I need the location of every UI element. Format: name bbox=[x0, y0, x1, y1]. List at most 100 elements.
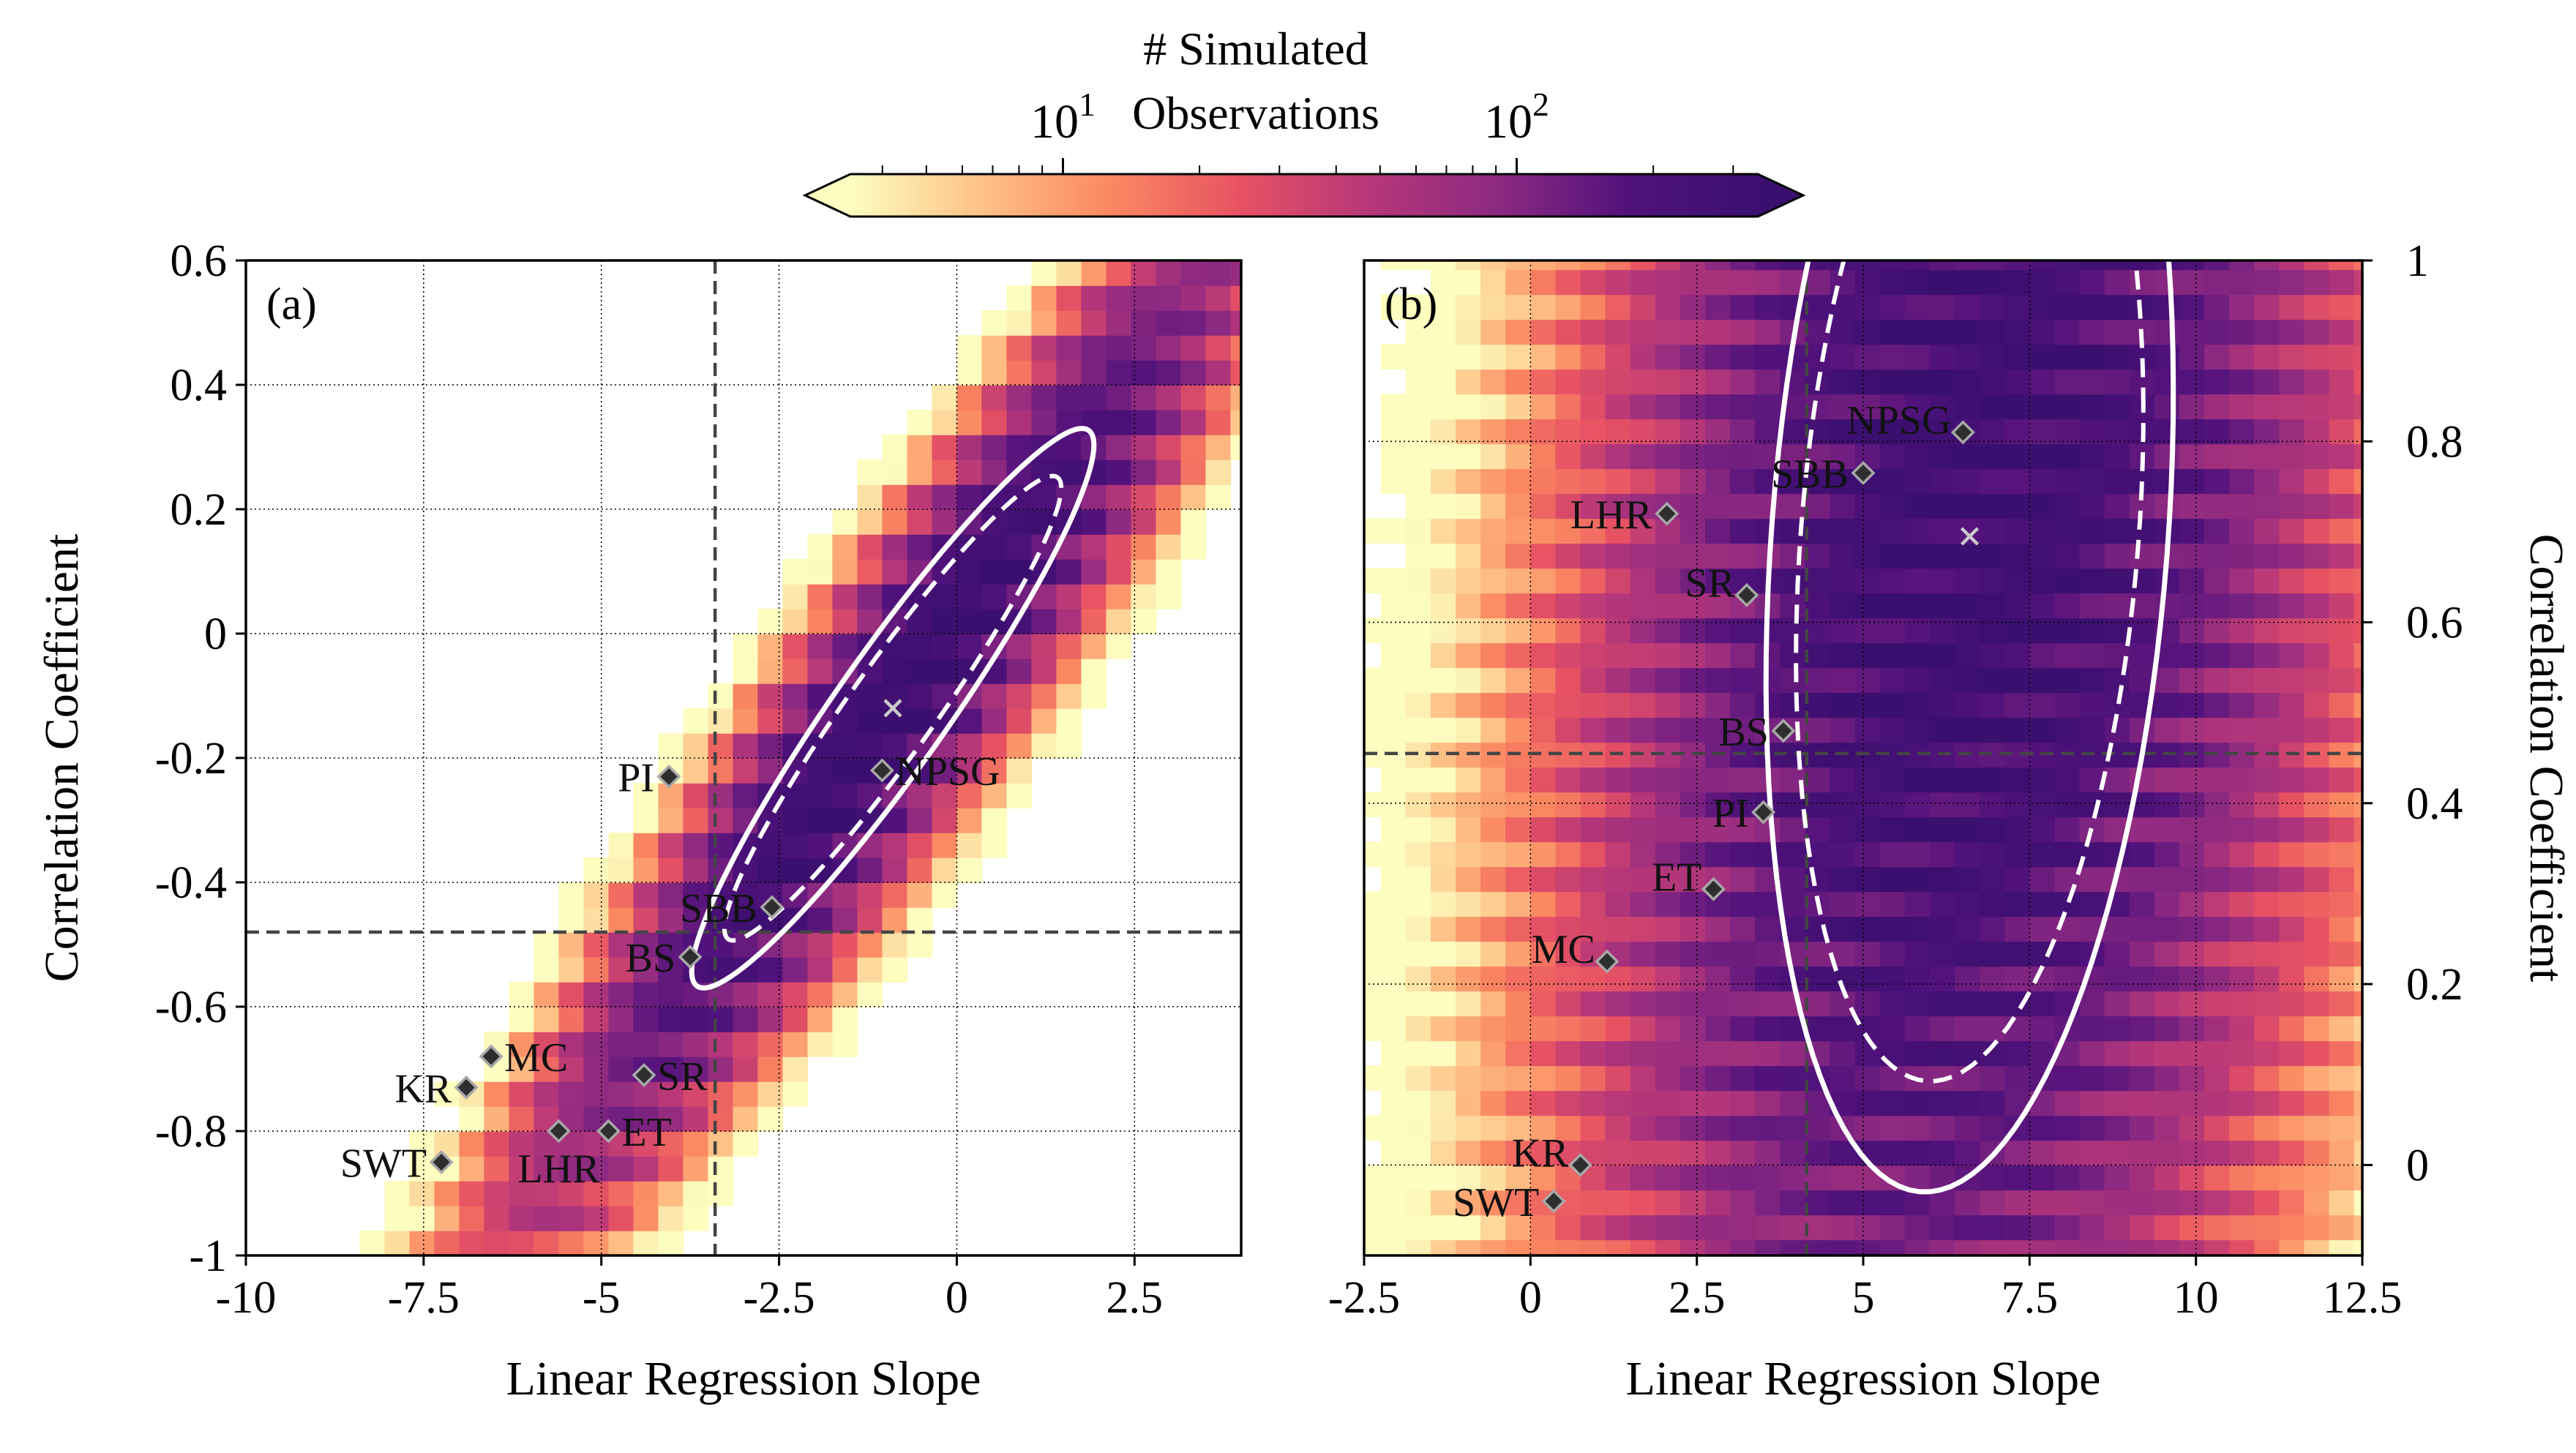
heatmap-cell bbox=[583, 1231, 610, 1255]
heatmap-cell bbox=[2129, 1065, 2155, 1092]
heatmap-cell bbox=[1156, 584, 1182, 609]
heatmap-cell bbox=[1680, 543, 1706, 569]
heatmap-cell bbox=[807, 634, 834, 659]
site-label-sbb: SBB bbox=[1771, 452, 1849, 498]
heatmap-cell bbox=[1730, 692, 1756, 718]
heatmap-cell bbox=[2154, 1239, 2180, 1255]
heatmap-cell bbox=[1480, 568, 1507, 594]
heatmap-cell bbox=[1106, 260, 1132, 286]
heatmap-cell bbox=[633, 1131, 659, 1157]
heatmap-cell bbox=[2229, 319, 2255, 345]
heatmap-cell bbox=[1805, 991, 1831, 1017]
heatmap-cell bbox=[2354, 543, 2362, 569]
heatmap-cell bbox=[2079, 260, 2105, 271]
heatmap-cell bbox=[2279, 792, 2305, 818]
heatmap-cell bbox=[2154, 1190, 2180, 1216]
heatmap-cell bbox=[1655, 1165, 1681, 1191]
heatmap-cell bbox=[533, 1181, 560, 1206]
heatmap-cell bbox=[1730, 443, 1756, 470]
heatmap-cell bbox=[1655, 443, 1681, 470]
heatmap-cell bbox=[1980, 1115, 2006, 1141]
heatmap-cell bbox=[2379, 1239, 2405, 1265]
heatmap-cell bbox=[1904, 394, 1931, 420]
heatmap-cell bbox=[658, 733, 684, 759]
heatmap-cell bbox=[2229, 792, 2255, 818]
heatmap-cell bbox=[1380, 568, 1407, 594]
y-tick-label: 1 bbox=[2406, 236, 2429, 286]
heatmap-cell bbox=[1081, 634, 1107, 659]
heatmap-cell bbox=[1230, 360, 1241, 386]
heatmap-cell bbox=[2354, 717, 2362, 743]
heatmap-cell bbox=[1430, 617, 1456, 644]
heatmap-cell bbox=[2104, 568, 2130, 594]
heatmap-cell bbox=[807, 932, 834, 958]
heatmap-cell bbox=[1680, 294, 1706, 320]
heatmap-cell bbox=[1380, 966, 1407, 992]
heatmap-cell bbox=[981, 335, 1008, 361]
heatmap-cell bbox=[1230, 435, 1241, 460]
heatmap-cell bbox=[2229, 1264, 2255, 1290]
heatmap-cell bbox=[1480, 941, 1507, 967]
heatmap-cell bbox=[1480, 1264, 1506, 1290]
heatmap-cell bbox=[533, 1206, 560, 1231]
heatmap-cell bbox=[2129, 518, 2155, 544]
heatmap-cell bbox=[558, 1231, 585, 1255]
heatmap-cell bbox=[2404, 841, 2430, 867]
heatmap-cell bbox=[2329, 1214, 2355, 1241]
heatmap-cell bbox=[1705, 593, 1731, 619]
heatmap-cell bbox=[633, 1007, 659, 1032]
heatmap-cell bbox=[1430, 991, 1456, 1017]
heatmap-cell bbox=[1555, 1214, 1581, 1241]
heatmap-cell bbox=[2229, 816, 2255, 843]
heatmap-cell bbox=[2029, 418, 2056, 445]
site-marker-lhr bbox=[546, 1119, 571, 1144]
heatmap-cell bbox=[2379, 816, 2405, 842]
heatmap-cell bbox=[1405, 344, 1431, 370]
heatmap-cell bbox=[1230, 385, 1241, 410]
heatmap-cell bbox=[2379, 1115, 2405, 1141]
site-marker-sbb bbox=[760, 895, 785, 920]
heatmap-cell bbox=[2129, 1165, 2155, 1191]
heatmap-cell bbox=[1854, 1190, 1881, 1216]
site-label-lhr: LHR bbox=[517, 1146, 600, 1192]
heatmap-cell bbox=[2104, 966, 2130, 992]
heatmap-cell bbox=[2279, 468, 2305, 495]
heatmap-cell bbox=[1705, 1239, 1731, 1255]
heatmap-cell bbox=[1879, 319, 1906, 345]
heatmap-cell bbox=[2254, 642, 2280, 669]
heatmap-cell bbox=[1031, 609, 1057, 634]
heatmap-cell bbox=[2179, 195, 2205, 220]
heatmap-cell bbox=[1730, 518, 1756, 544]
heatmap-cell bbox=[1805, 543, 1831, 569]
heatmap-cell bbox=[1530, 816, 1557, 843]
heatmap-cell bbox=[484, 1081, 510, 1107]
heatmap-cell bbox=[1205, 260, 1232, 286]
heatmap-cell bbox=[2279, 344, 2305, 370]
heatmap-cell bbox=[2329, 1115, 2355, 1141]
heatmap-cell bbox=[1555, 543, 1581, 569]
heatmap-cell bbox=[1180, 435, 1207, 460]
heatmap-cell bbox=[2304, 891, 2330, 917]
heatmap-cell bbox=[2329, 418, 2355, 445]
heatmap-cell bbox=[708, 683, 734, 709]
y-tick-label: 0.4 bbox=[171, 361, 228, 410]
heatmap-cell bbox=[1530, 1214, 1557, 1241]
heatmap-cell bbox=[2304, 717, 2330, 743]
heatmap-cell bbox=[1580, 394, 1606, 420]
heatmap-cell bbox=[2079, 891, 2105, 917]
heatmap-cell bbox=[1580, 260, 1606, 271]
site-marker-npsg bbox=[1950, 420, 1975, 445]
heatmap-cell bbox=[1605, 394, 1631, 420]
heatmap-cell bbox=[2279, 394, 2305, 420]
heatmap-cell bbox=[1830, 1165, 1856, 1191]
heatmap-cell bbox=[2154, 966, 2180, 992]
heatmap-cell bbox=[1705, 269, 1731, 296]
heatmap-cell bbox=[2204, 418, 2230, 445]
heatmap-cell bbox=[981, 559, 1008, 585]
heatmap-cell bbox=[2054, 269, 2081, 296]
heatmap-cell bbox=[1505, 294, 1532, 320]
heatmap-cell bbox=[2004, 593, 2031, 619]
heatmap-cell bbox=[2179, 866, 2205, 893]
x-tick-label: -2.5 bbox=[1328, 1273, 1400, 1323]
